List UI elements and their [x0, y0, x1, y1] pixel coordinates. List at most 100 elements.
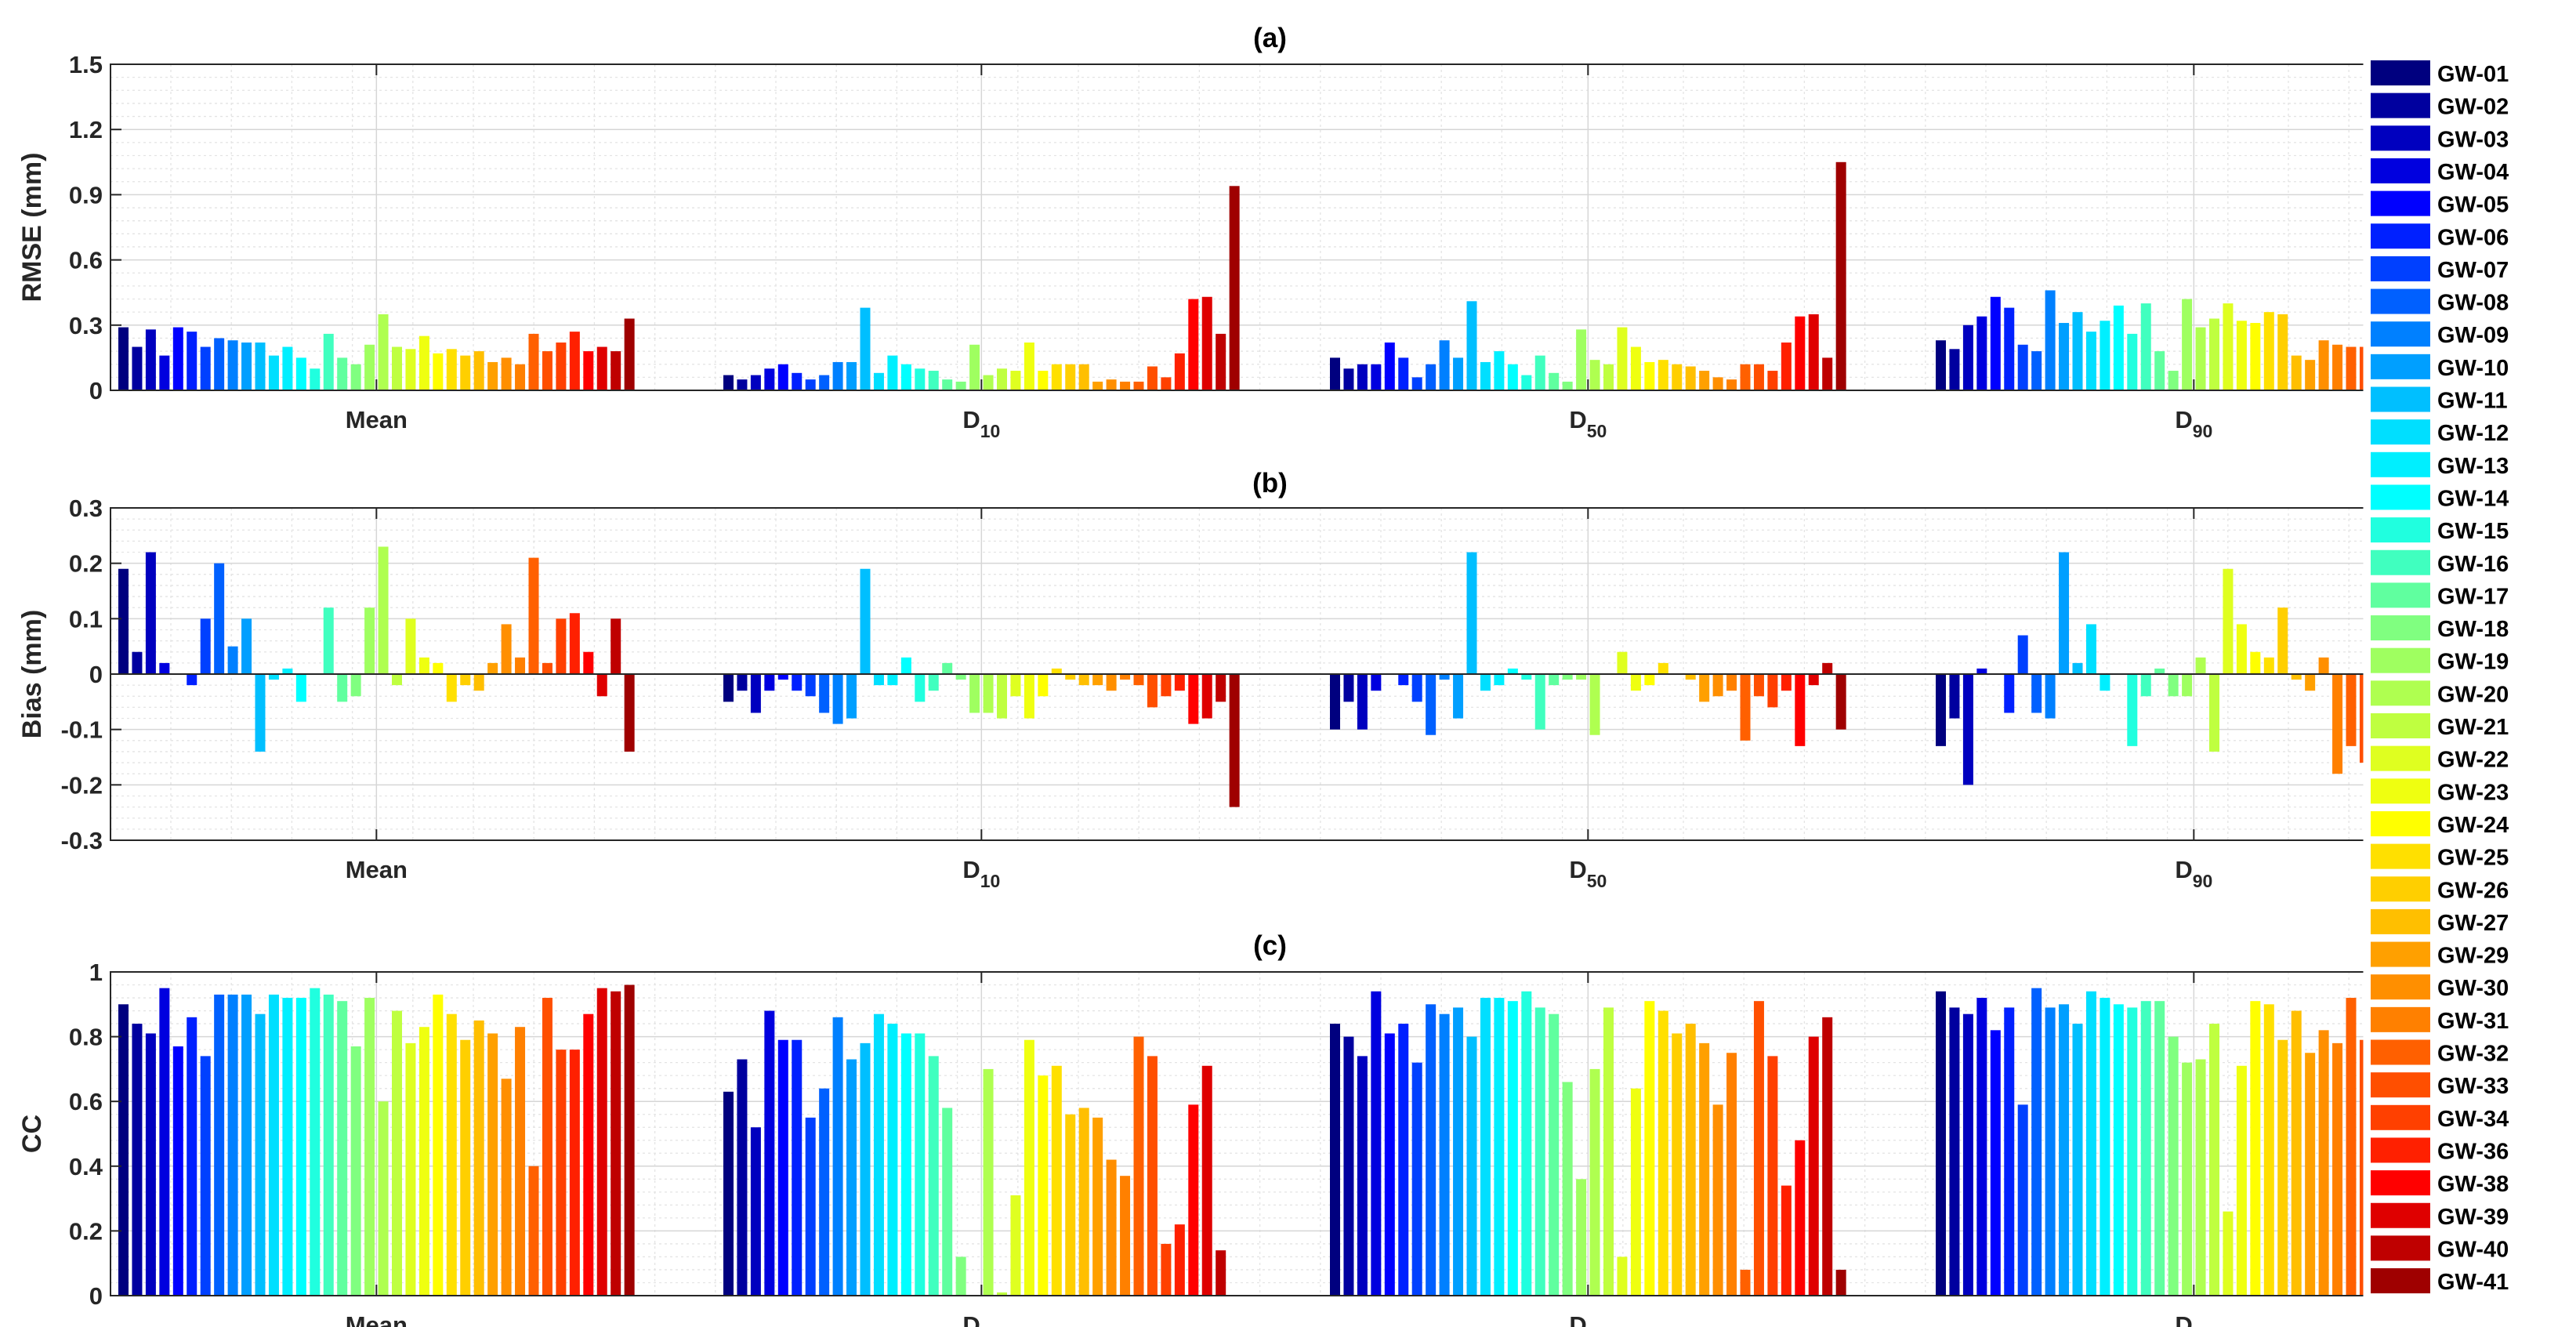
bar-d50-gw-24: [1644, 674, 1655, 686]
bar-d90-gw-10: [2059, 323, 2070, 390]
y-tick-label: 0: [89, 377, 103, 404]
bar-d50-gw-22: [1617, 651, 1628, 674]
bar-d50-gw-01: [1330, 1024, 1340, 1296]
bar-d50-gw-30: [1712, 1104, 1723, 1296]
bar-d90-gw-01: [1936, 991, 1946, 1296]
legend-item: GW-22: [2371, 745, 2509, 773]
bar-d50-gw-32: [1740, 364, 1751, 390]
bar-d90-gw-23: [2236, 624, 2247, 674]
bar-d10-gw-20: [983, 375, 994, 390]
legend-swatch: [2371, 1137, 2430, 1163]
bar-d10-gw-11: [860, 307, 871, 390]
bar-mean-gw-22: [405, 1042, 416, 1296]
bar-d10-gw-02: [737, 379, 748, 390]
bar-mean-gw-08: [214, 563, 225, 674]
bar-mean-gw-36: [569, 1050, 580, 1296]
bar-mean-gw-32: [528, 1166, 539, 1296]
bar-d10-gw-26: [1065, 364, 1076, 390]
bar-d50-gw-17: [1549, 1013, 1560, 1296]
bar-d10-gw-08: [819, 1088, 830, 1296]
bar-d50-gw-03: [1357, 1056, 1368, 1296]
y-tick-label: 0.8: [69, 1024, 103, 1051]
bar-d90-gw-25: [2263, 312, 2274, 390]
bar-mean-gw-29: [487, 662, 498, 674]
bar-d10-gw-07: [805, 1117, 816, 1296]
bar-d50-gw-21: [1603, 364, 1614, 390]
bar-d90-gw-26: [2277, 1039, 2288, 1296]
bar-d10-gw-02: [737, 1059, 748, 1296]
bar-mean-gw-41: [624, 318, 635, 390]
legend-label: GW-07: [2437, 258, 2509, 283]
bar-d10-gw-26: [1065, 674, 1076, 680]
bar-d90-gw-05: [1990, 1030, 2001, 1296]
bar-mean-gw-06: [187, 674, 197, 686]
bar-mean-gw-18: [350, 674, 361, 697]
bar-d10-gw-05: [777, 674, 788, 680]
bar-d50-gw-01: [1330, 674, 1340, 730]
bar-d10-gw-04: [764, 674, 775, 691]
bar-d90-gw-10: [2059, 552, 2070, 674]
legend-item: GW-38: [2371, 1170, 2509, 1197]
bar-d10-gw-12: [873, 372, 884, 390]
legend-swatch: [2371, 1006, 2430, 1032]
bar-d10-gw-15: [915, 1033, 926, 1296]
bar-mean-gw-32: [528, 333, 539, 390]
bar-mean-gw-19: [364, 607, 375, 674]
bar-d50-gw-20: [1589, 674, 1600, 735]
bar-d90-gw-22: [2223, 303, 2234, 390]
bar-d50-gw-08: [1426, 364, 1437, 390]
bar-d90-gw-31: [2332, 1042, 2343, 1296]
bar-d10-gw-23: [1024, 342, 1034, 390]
bar-mean-gw-22: [405, 349, 416, 390]
bar-d10-gw-41: [1229, 674, 1240, 807]
legend-label: GW-31: [2437, 1009, 2509, 1034]
bar-mean-gw-33: [542, 351, 553, 390]
y-tick-label: 0: [89, 661, 103, 688]
bar-d50-gw-38: [1795, 1140, 1806, 1296]
bar-d50-gw-11: [1466, 1036, 1477, 1296]
bar-d10-gw-33: [1147, 366, 1158, 390]
bar-d90-gw-17: [2154, 668, 2165, 674]
group-label-d50: D50: [1569, 406, 1607, 441]
bar-d50-gw-09: [1439, 1013, 1450, 1296]
bar-d50-gw-15: [1521, 991, 1532, 1296]
bar-d90-gw-21: [2209, 1024, 2219, 1296]
legend-swatch: [2371, 190, 2430, 216]
bar-d10-gw-29: [1092, 674, 1103, 686]
legend-label: GW-26: [2437, 878, 2509, 903]
bar-d50-gw-15: [1521, 674, 1532, 680]
bar-d90-gw-06: [2004, 307, 2015, 390]
bar-d90-gw-18: [2168, 674, 2179, 697]
bar-d50-gw-04: [1371, 364, 1382, 390]
bar-d10-gw-22: [1010, 1195, 1021, 1296]
bar-d50-gw-10: [1453, 674, 1464, 719]
bar-d10-gw-40: [1216, 333, 1226, 390]
legend-label: GW-21: [2437, 715, 2509, 740]
bar-d90-gw-19: [2182, 299, 2193, 390]
legend-item: GW-19: [2371, 647, 2509, 675]
legend-swatch: [2371, 1170, 2430, 1196]
bar-d50-gw-24: [1644, 1001, 1655, 1296]
group-label-d50: D50: [1569, 1311, 1607, 1327]
legend-swatch: [2371, 941, 2430, 967]
legend-item: GW-39: [2371, 1202, 2509, 1230]
bar-mean-gw-39: [596, 988, 607, 1296]
y-tick-label: 0.6: [69, 247, 103, 274]
bar-d50-gw-03: [1357, 364, 1368, 390]
bar-mean-gw-04: [159, 988, 170, 1296]
bar-mean-gw-20: [378, 546, 389, 674]
bar-d50-gw-19: [1576, 329, 1587, 390]
bar-d50-gw-08: [1426, 1004, 1437, 1296]
bar-d10-gw-01: [723, 1091, 734, 1296]
legend-item: GW-41: [2371, 1268, 2509, 1295]
bar-d10-gw-18: [955, 1256, 966, 1296]
bar-d10-gw-04: [764, 368, 775, 390]
bar-d10-gw-39: [1201, 296, 1212, 390]
bar-d50-gw-40: [1822, 357, 1833, 390]
bar-mean-gw-16: [323, 994, 334, 1296]
bar-d50-gw-16: [1534, 1007, 1545, 1296]
bar-d90-gw-11: [2072, 662, 2083, 674]
y-tick-label: 0.4: [69, 1153, 103, 1180]
panel-title: (a): [1253, 23, 1287, 53]
bar-d90-gw-07: [2017, 344, 2028, 390]
